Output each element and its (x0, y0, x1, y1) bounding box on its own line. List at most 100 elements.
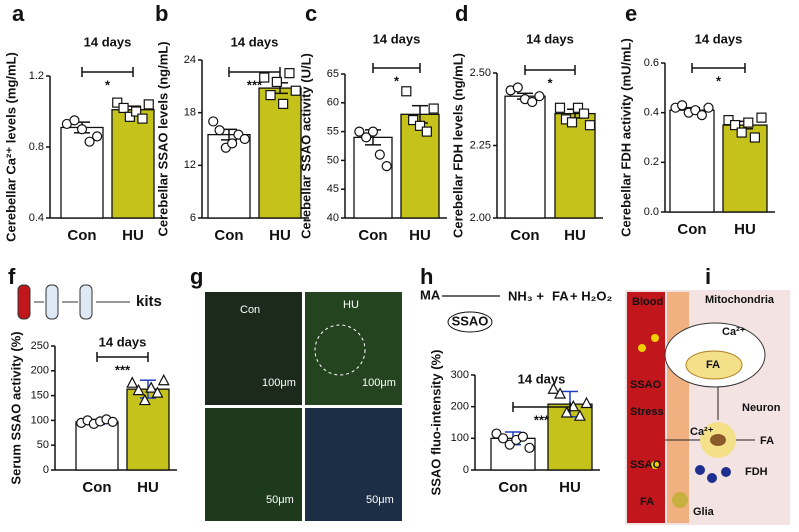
data-point (76, 124, 88, 135)
diagram-text: Blood (632, 296, 663, 308)
y-axis-label: Cerebellar SSAO levels (ng/mL) (155, 41, 170, 236)
bar (75, 421, 119, 471)
chart-title: 14 days (99, 334, 147, 349)
y-axis-label: Cerebellar FDH levels (ng/mL) (450, 53, 465, 238)
significance: * (105, 77, 111, 92)
y-tick-label: 0 (43, 464, 49, 476)
y-tick-label: 40 (327, 212, 339, 224)
y-tick-label: 2.00 (470, 212, 491, 224)
scale-bar: 50μm (366, 494, 394, 506)
data-point (749, 132, 761, 143)
panel-label: a (12, 1, 25, 26)
data-point (580, 396, 593, 409)
mito-body (685, 350, 743, 380)
micrographs: g Con HU 100μm 100μm 50μm 50μm (190, 264, 402, 521)
data-point (736, 127, 747, 138)
data-point (421, 126, 432, 137)
x-tick-label: Con (82, 479, 111, 496)
chart-title: 14 days (518, 371, 566, 386)
y-tick-label: 200 (451, 401, 469, 413)
data-point (498, 433, 509, 444)
panel-label: g (190, 264, 203, 289)
data-point (729, 119, 741, 131)
y-tick-label: 65 (327, 68, 339, 80)
vessel (627, 292, 665, 523)
y-axis-label: Cerebellar Ca²⁺ levels (mg/mL) (3, 52, 18, 242)
data-point (284, 68, 295, 79)
bar (258, 87, 302, 219)
data-point (107, 416, 118, 427)
data-point (512, 82, 523, 93)
data-point (524, 442, 535, 453)
data-point (137, 113, 148, 124)
data-point (374, 149, 385, 160)
y-tick-label: 60 (327, 97, 339, 109)
bar (722, 124, 768, 213)
x-tick-label: Con (677, 221, 706, 238)
y-axis-label: Serum SSAO activity (%) (8, 331, 23, 484)
data-point (676, 100, 688, 111)
data-point (131, 106, 142, 117)
x-tick-label: HU (734, 221, 756, 238)
data-point (584, 120, 596, 131)
data-point (554, 102, 566, 113)
data-point (259, 72, 270, 83)
scale-bar: 50μm (266, 494, 294, 506)
y-tick-label: 100 (31, 414, 49, 426)
significance: * (716, 73, 722, 88)
data-point (69, 115, 80, 126)
y-tick-label: 18 (184, 107, 196, 119)
chart-title: 14 days (84, 34, 132, 49)
annotation: kits (136, 293, 162, 310)
x-tick-label: Con (67, 227, 96, 244)
data-point (92, 131, 103, 142)
data-point (138, 393, 151, 406)
y-tick-label: 50 (37, 439, 49, 451)
y-tick-label: 150 (31, 390, 49, 402)
data-point (703, 102, 714, 113)
y-tick-label: 250 (31, 340, 49, 352)
data-point (401, 86, 412, 97)
diagram-text: Stress (630, 406, 664, 418)
y-tick-label: 0.8 (29, 141, 44, 153)
y-axis-label: Cerebellar FDH activity (mU/mL) (618, 38, 633, 237)
diagram-text: SSAO (630, 379, 662, 391)
data-point (367, 126, 379, 137)
data-point (354, 126, 365, 137)
significance: *** (247, 77, 263, 92)
data-point (143, 99, 154, 110)
barrier (667, 292, 689, 523)
x-tick-label: Con (498, 479, 527, 496)
bar (554, 112, 596, 219)
diagram-text: Glia (693, 506, 715, 518)
data-point (517, 431, 529, 442)
image (205, 292, 302, 405)
data-point (527, 96, 538, 108)
bar (353, 136, 393, 219)
data-point (239, 133, 250, 145)
panel-label: d (455, 1, 468, 26)
tube-icon (45, 284, 59, 320)
diagram-text: SSAO (630, 459, 662, 471)
y-tick-label: 50 (327, 154, 339, 166)
data-point (118, 102, 129, 114)
chart-title: 14 days (695, 31, 743, 46)
diagram-text: FDH (745, 466, 768, 478)
data-point (112, 97, 123, 108)
data-point (428, 103, 439, 114)
diagram-text: FA (760, 435, 774, 447)
data-point (265, 90, 276, 101)
x-tick-label: HU (409, 227, 431, 244)
y-tick-label: 1.2 (29, 70, 44, 82)
y-tick-label: 0.6 (644, 57, 659, 69)
data-point (560, 406, 573, 418)
data-point (756, 112, 767, 123)
y-tick-label: 0.0 (644, 206, 659, 218)
tube-icon (17, 284, 31, 320)
data-point (151, 386, 164, 398)
y-tick-label: 0.2 (644, 156, 659, 168)
x-tick-label: HU (137, 479, 159, 496)
y-tick-label: 24 (184, 54, 196, 66)
bar (60, 126, 104, 219)
chart-title: 14 days (231, 34, 279, 49)
